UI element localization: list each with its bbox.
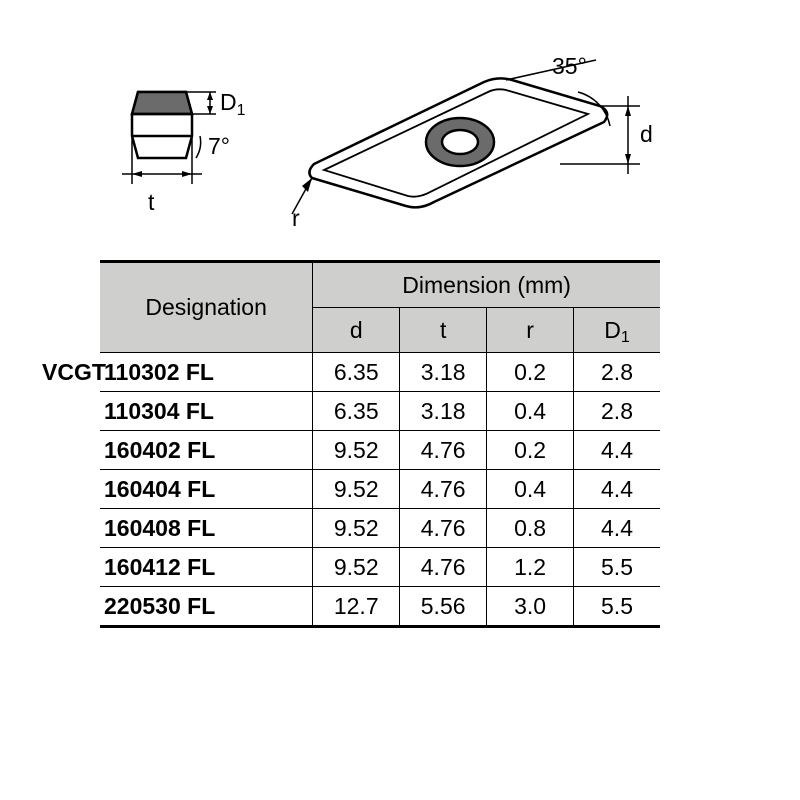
- designation-cell: 220530 FL: [100, 587, 313, 627]
- table-row: 220530 FL12.75.563.05.5: [100, 587, 660, 627]
- value-cell: 4.76: [400, 431, 487, 470]
- value-cell: 9.52: [313, 431, 400, 470]
- value-cell: 4.4: [574, 509, 660, 548]
- value-cell: 4.4: [574, 431, 660, 470]
- value-cell: 0.4: [487, 470, 574, 509]
- value-cell: 0.2: [487, 431, 574, 470]
- d1-label: D1: [220, 89, 246, 119]
- value-cell: 9.52: [313, 509, 400, 548]
- value-cell: 4.4: [574, 470, 660, 509]
- value-cell: 2.8: [574, 353, 660, 392]
- d-label: d: [640, 121, 653, 147]
- value-cell: 9.52: [313, 470, 400, 509]
- table-row: 160404 FL9.524.760.44.4: [100, 470, 660, 509]
- table-row: 110304 FL6.353.180.42.8: [100, 392, 660, 431]
- value-cell: 5.5: [574, 548, 660, 587]
- value-cell: 1.2: [487, 548, 574, 587]
- dimension-table: Designation Dimension (mm) d t r D1 VCGT…: [100, 260, 660, 628]
- value-cell: 4.76: [400, 509, 487, 548]
- header-designation: Designation: [100, 262, 313, 353]
- value-cell: 0.8: [487, 509, 574, 548]
- value-cell: 3.18: [400, 353, 487, 392]
- value-cell: 6.35: [313, 353, 400, 392]
- value-cell: 4.76: [400, 548, 487, 587]
- value-cell: 12.7: [313, 587, 400, 627]
- designation-cell: 160412 FL: [100, 548, 313, 587]
- designation-cell: VCGT110302 FL: [100, 353, 313, 392]
- value-cell: 4.76: [400, 470, 487, 509]
- value-cell: 6.35: [313, 392, 400, 431]
- header-d: d: [313, 308, 400, 353]
- designation-cell: 110304 FL: [100, 392, 313, 431]
- value-cell: 5.56: [400, 587, 487, 627]
- angle-35-label: 35°: [552, 53, 587, 79]
- designation-cell: 160402 FL: [100, 431, 313, 470]
- designation-cell: 160408 FL: [100, 509, 313, 548]
- table-row: 160408 FL9.524.760.84.4: [100, 509, 660, 548]
- value-cell: 0.2: [487, 353, 574, 392]
- value-cell: 3.0: [487, 587, 574, 627]
- table-row: 160412 FL9.524.761.25.5: [100, 548, 660, 587]
- value-cell: 0.4: [487, 392, 574, 431]
- angle-7-label: 7°: [208, 133, 230, 159]
- value-cell: 5.5: [574, 587, 660, 627]
- header-d1: D1: [574, 308, 660, 353]
- table-row: 160402 FL9.524.760.24.4: [100, 431, 660, 470]
- value-cell: 3.18: [400, 392, 487, 431]
- technical-diagram: D1 7° t: [100, 50, 660, 230]
- value-cell: 2.8: [574, 392, 660, 431]
- value-cell: 9.52: [313, 548, 400, 587]
- r-label: r: [292, 205, 300, 230]
- designation-prefix: VCGT: [42, 359, 106, 386]
- t-label: t: [148, 189, 155, 215]
- table-row: VCGT110302 FL6.353.180.22.8: [100, 353, 660, 392]
- designation-cell: 160404 FL: [100, 470, 313, 509]
- header-r: r: [487, 308, 574, 353]
- header-t: t: [400, 308, 487, 353]
- header-dimension: Dimension (mm): [313, 262, 660, 308]
